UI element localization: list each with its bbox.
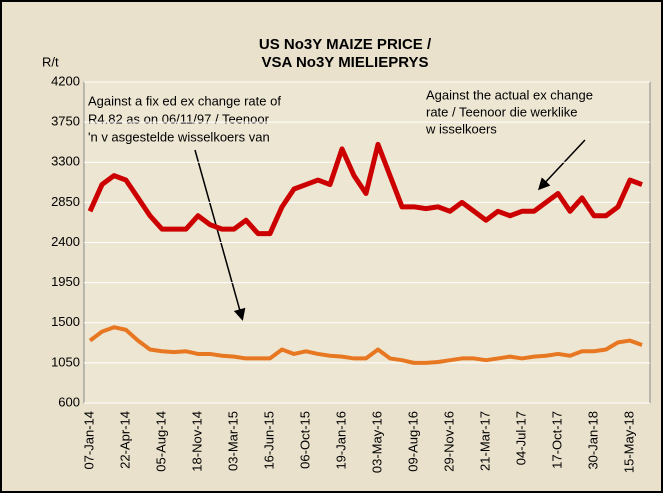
line-series: [87, 141, 643, 237]
annotation: rate / Teenoor die werklike: [426, 104, 578, 119]
annotation: Against a fix ed ex change rate of: [88, 93, 281, 108]
x-tick-label: 29-Nov-16: [441, 411, 456, 472]
arrow: [194, 149, 246, 321]
x-tick-label: 18-Nov-14: [189, 411, 204, 472]
x-tick-label: 22-Apr-14: [117, 411, 132, 469]
x-tick-label: 07-Jan-14: [81, 411, 96, 470]
x-tick-label: 03-Mar-15: [225, 411, 240, 471]
arrow: [537, 139, 586, 191]
x-tick-label: 17-Oct-17: [549, 411, 564, 469]
x-tick-label: 06-Oct-15: [297, 411, 312, 469]
chart-title: VSA No3Y MIELIEPRYS: [262, 54, 429, 71]
y-tick-label: 3300: [51, 154, 80, 169]
x-tick-label: 05-Aug-14: [153, 411, 168, 472]
y-tick-label: 2400: [51, 234, 80, 249]
x-tick-label: 04-Jul-17: [513, 411, 528, 465]
x-tick-label: 16-Jun-15: [261, 411, 276, 470]
annotation: w isselkoers: [425, 121, 497, 136]
x-tick-label: 15-May-18: [621, 411, 636, 473]
annotation: 'n v asgestelde wisselkoers van: [88, 129, 270, 144]
x-tick-label: 09-Aug-16: [405, 411, 420, 472]
x-tick-label: 19-Jan-16: [333, 411, 348, 470]
y-tick-label: 1950: [51, 274, 80, 289]
annotation: Against the actual ex change: [426, 87, 593, 102]
y-tick-label: 2850: [51, 194, 80, 209]
y-tick-label: 1500: [51, 314, 80, 329]
y-tick-label: 4200: [51, 73, 80, 88]
y-axis-label: R/t: [42, 54, 59, 69]
x-tick-label: 30-Jan-18: [585, 411, 600, 470]
y-tick-label: 3750: [51, 114, 80, 129]
x-tick-label: 03-May-16: [369, 411, 384, 473]
chart-title: US No3Y MAIZE PRICE /: [259, 36, 432, 53]
x-tick-label: 21-Mar-17: [477, 411, 492, 471]
line-series: [88, 325, 643, 365]
y-tick-label: 600: [58, 394, 80, 409]
annotation: R4.82 as on 06/11/97 / Teenoor: [88, 111, 270, 126]
y-tick-label: 1050: [51, 354, 80, 369]
